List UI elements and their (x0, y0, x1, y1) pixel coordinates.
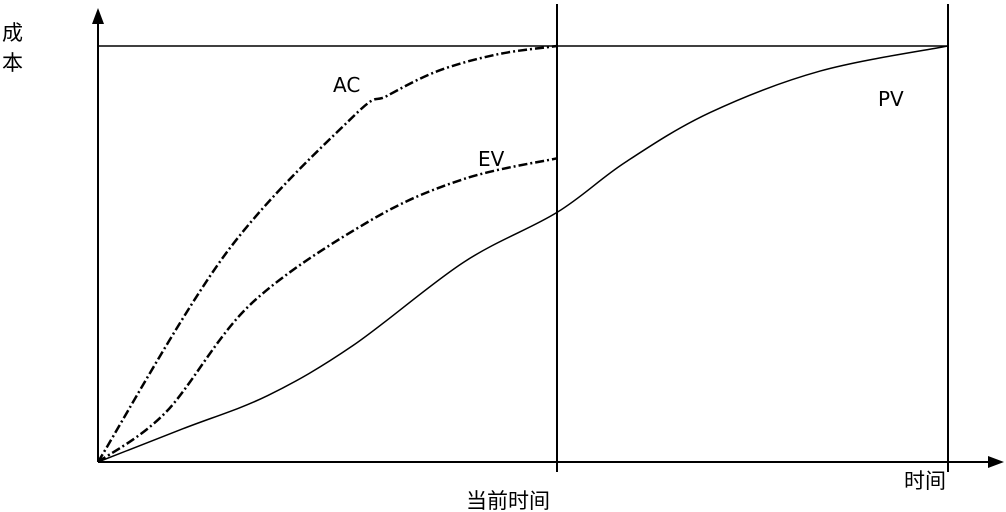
series-label-pv: PV (878, 87, 904, 111)
y-axis-arrow-icon (92, 8, 104, 24)
series-line-pv (97, 45, 949, 463)
y-axis-label-line1: 成 (2, 21, 23, 45)
series-line-ac (96, 44, 558, 463)
series-line-ev (97, 157, 558, 464)
x-axis-arrow-icon (988, 456, 1004, 468)
series-label-ac: AC (333, 73, 360, 97)
series-label-ev: EV (478, 147, 505, 171)
y-axis-label-line2: 本 (2, 51, 23, 75)
x-axis-label: 时间 (904, 469, 946, 493)
current-time-label: 当前时间 (466, 489, 550, 512)
